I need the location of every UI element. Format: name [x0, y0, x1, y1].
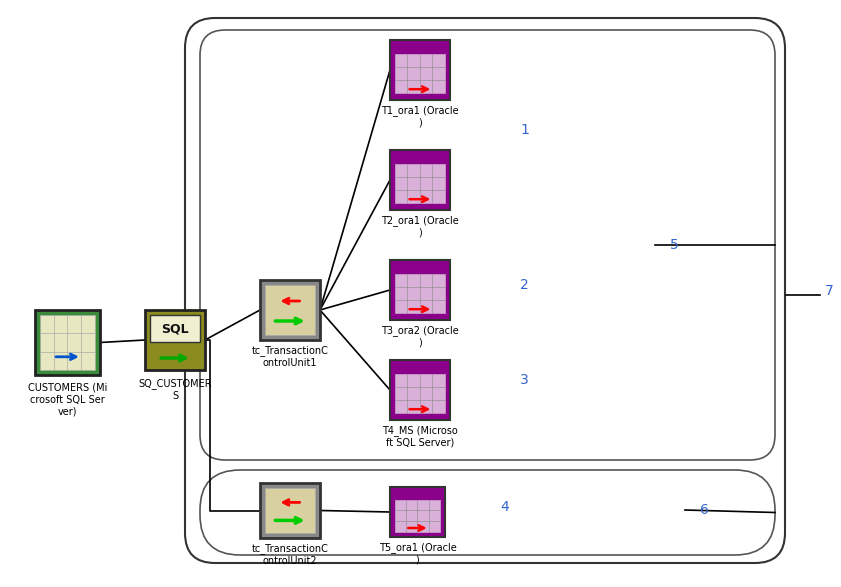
Text: SQL: SQL [161, 322, 189, 335]
Text: 2: 2 [520, 278, 529, 292]
Text: 5: 5 [670, 238, 679, 252]
Text: 4: 4 [500, 500, 509, 514]
Text: T5_ora1 (Oracle
): T5_ora1 (Oracle ) [378, 542, 457, 565]
Text: 3: 3 [520, 373, 529, 387]
Text: tc_TransactionC
ontrolUnit2: tc_TransactionC ontrolUnit2 [251, 543, 329, 565]
FancyBboxPatch shape [395, 500, 440, 532]
FancyBboxPatch shape [390, 360, 450, 420]
Text: T4_MS (Microso
ft SQL Server): T4_MS (Microso ft SQL Server) [382, 425, 458, 447]
FancyBboxPatch shape [200, 470, 775, 555]
FancyBboxPatch shape [260, 483, 320, 538]
FancyBboxPatch shape [395, 54, 445, 93]
FancyBboxPatch shape [150, 315, 200, 342]
Text: 6: 6 [700, 503, 709, 517]
FancyBboxPatch shape [395, 374, 445, 413]
FancyBboxPatch shape [200, 30, 775, 460]
Text: SQ_CUSTOMER
S: SQ_CUSTOMER S [138, 378, 212, 400]
FancyBboxPatch shape [185, 18, 785, 563]
Text: tc_TransactionC
ontrolUnit1: tc_TransactionC ontrolUnit1 [251, 345, 329, 367]
FancyBboxPatch shape [390, 487, 445, 537]
FancyBboxPatch shape [265, 285, 315, 335]
Text: 7: 7 [825, 284, 833, 298]
Text: CUSTOMERS (Mi
crosoft SQL Ser
ver): CUSTOMERS (Mi crosoft SQL Ser ver) [28, 383, 107, 416]
FancyBboxPatch shape [390, 150, 450, 210]
FancyBboxPatch shape [145, 310, 205, 370]
Text: T3_ora2 (Oracle
): T3_ora2 (Oracle ) [381, 325, 459, 348]
Text: T1_ora1 (Oracle
): T1_ora1 (Oracle ) [381, 105, 459, 127]
FancyBboxPatch shape [395, 164, 445, 203]
FancyBboxPatch shape [390, 260, 450, 320]
FancyBboxPatch shape [390, 40, 450, 100]
FancyBboxPatch shape [395, 274, 445, 313]
FancyBboxPatch shape [40, 315, 95, 370]
Text: T2_ora1 (Oracle
): T2_ora1 (Oracle ) [381, 215, 459, 238]
FancyBboxPatch shape [35, 310, 100, 375]
FancyBboxPatch shape [265, 488, 315, 533]
FancyBboxPatch shape [260, 280, 320, 340]
Text: 1: 1 [520, 123, 529, 137]
